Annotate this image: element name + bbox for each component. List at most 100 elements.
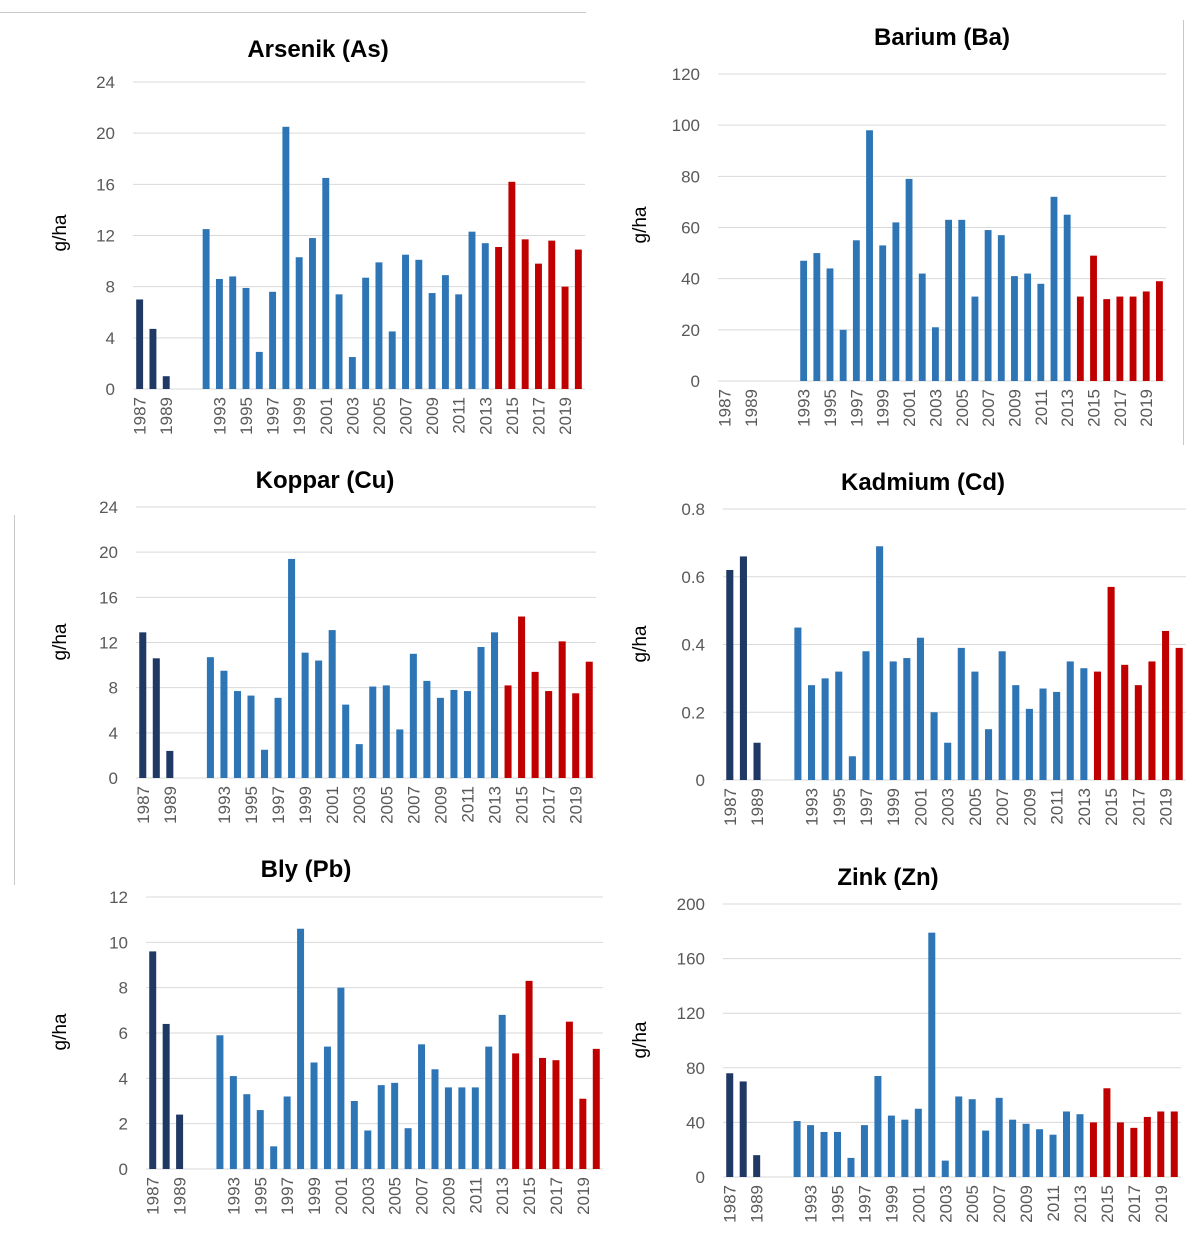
bar-2014 (504, 685, 512, 778)
bar-1992 (202, 229, 210, 389)
chart-barium: 0 20 40 60 80 100 120 Barium (Ba) g/ha 1987 1989 19… (600, 15, 1180, 445)
bar-2020 (574, 249, 582, 389)
chart-svg-cu: 0 4 8 12 16 20 24 Koppar (Cu) g/ha 1987 1989 1993 19… (50, 467, 596, 824)
x-tick-label: 2011 (466, 1177, 485, 1214)
y-tick-label: 200 (677, 895, 705, 914)
bar-2018 (1148, 661, 1156, 780)
x-tick-label: 2013 (476, 397, 495, 435)
x-tick-label: 2003 (359, 1177, 378, 1215)
y-tick-label: 24 (99, 498, 118, 517)
y-tick-label: 0 (106, 380, 115, 399)
bar-1988 (149, 328, 157, 389)
bar-2007 (998, 651, 1006, 780)
y-tick-label: 8 (119, 979, 128, 998)
x-tick-label: 2013 (1075, 788, 1094, 826)
y-tick-label: 0 (119, 1160, 128, 1179)
chart-title: Koppar (Cu) (256, 467, 395, 494)
bar-2000 (315, 660, 323, 778)
bar-2013 (1063, 214, 1071, 381)
bar-1997 (862, 651, 870, 780)
y-axis-label: g/ha (50, 623, 71, 660)
bar-1996 (847, 1157, 855, 1177)
x-tick-label: 2019 (1137, 389, 1156, 427)
x-tick-label: 2005 (370, 397, 389, 435)
x-tick-label: 2017 (1129, 788, 1148, 826)
bar-1997 (283, 1096, 291, 1169)
bar-2004 (955, 1096, 963, 1177)
bar-2015 (518, 616, 526, 778)
y-tick-label: 16 (96, 175, 115, 194)
x-tick-label: 1987 (144, 1177, 163, 1215)
chart-arsenik: 0 4 8 12 16 20 24 Arsenik (As) g/ha 1987 1989 1993 1… (0, 15, 590, 455)
x-tick-label: 2019 (556, 397, 575, 435)
x-tick-label: 2009 (439, 1177, 458, 1215)
y-tick-label: 0 (696, 1168, 705, 1187)
bar-1994 (243, 1094, 251, 1169)
frame-line-left (14, 515, 15, 885)
x-tick-label: 1987 (721, 788, 740, 826)
x-tick-label: 1995 (242, 786, 261, 824)
bar-1998 (874, 1075, 882, 1177)
y-axis-label: g/ha (630, 206, 651, 243)
x-tick-label: 2015 (503, 397, 522, 435)
frame-line-top (0, 12, 586, 13)
bar-1996 (848, 756, 856, 780)
x-tick-label: 2017 (1111, 389, 1130, 427)
bar-2008 (997, 235, 1005, 381)
bar-1998 (282, 126, 290, 389)
bar-2007 (409, 653, 417, 778)
x-tick-label: 1995 (237, 397, 256, 435)
x-tick-label: 1995 (829, 1185, 848, 1223)
bar-2015 (508, 181, 516, 389)
x-tick-label: 2009 (1017, 1185, 1036, 1223)
bar-1988 (162, 1023, 170, 1169)
x-tick-label: 1997 (857, 788, 876, 826)
bar-1995 (256, 1110, 264, 1169)
x-tick-label: 2013 (486, 786, 505, 824)
bar-2012 (477, 647, 485, 778)
bar-2010 (450, 689, 458, 778)
x-tick-label: 1995 (830, 788, 849, 826)
y-tick-label: 0.8 (681, 500, 705, 519)
chart-svg-as: 0 4 8 12 16 20 24 Arsenik (As) g/ha 1987 1989 1993 1… (50, 36, 585, 435)
bar-2012 (485, 1046, 493, 1169)
bar-1993 (229, 1076, 237, 1169)
y-tick-label: 0.4 (681, 636, 705, 655)
x-tick-label: 2017 (1125, 1185, 1144, 1223)
x-tick-label: 2007 (413, 1177, 432, 1215)
bar-1992 (793, 1121, 801, 1177)
chart-kadmium: 0 0.2 0.4 0.6 0.8 Kadmium (Cd) g/ha 1987 1989 199… (600, 460, 1191, 850)
bar-1994 (233, 691, 241, 778)
chart-zink: 0 40 80 120 160 200 Zink (Zn) g/ha 1987 1989 1993 1… (600, 857, 1191, 1239)
chart-title: Zink (Zn) (837, 864, 938, 891)
x-tick-label: 1999 (884, 788, 903, 826)
bar-2006 (971, 296, 979, 381)
bar-2018 (548, 240, 556, 389)
x-tick-label: 2013 (1071, 1185, 1090, 1223)
bar-2014 (1076, 296, 1084, 381)
bar-1996 (255, 351, 263, 389)
x-tick-label: 2003 (939, 788, 958, 826)
bar-2011 (1037, 283, 1045, 381)
x-tick-label: 1987 (134, 786, 153, 824)
x-tick-label: 1989 (161, 786, 180, 824)
x-tick-label: 1999 (882, 1185, 901, 1223)
bar-2017 (1116, 296, 1124, 381)
bar-1992 (206, 657, 214, 778)
bar-2016 (1121, 664, 1129, 780)
x-tick-label: 2007 (990, 1185, 1009, 1223)
bar-1995 (242, 287, 250, 389)
bar-1995 (835, 671, 843, 780)
y-tick-label: 100 (672, 116, 700, 135)
x-tick-label: 1989 (157, 397, 176, 435)
bar-1988 (739, 1081, 747, 1177)
bar-1999 (310, 1062, 318, 1169)
x-tick-label: 1989 (742, 389, 761, 427)
bar-1997 (274, 697, 282, 778)
bar-2005 (391, 1082, 399, 1169)
bar-2014 (1093, 671, 1102, 780)
x-tick-label: 1993 (224, 1177, 243, 1215)
bar-2009 (1025, 708, 1033, 780)
x-tick-label: 2007 (993, 788, 1012, 826)
x-tick-label: 2011 (458, 786, 477, 823)
